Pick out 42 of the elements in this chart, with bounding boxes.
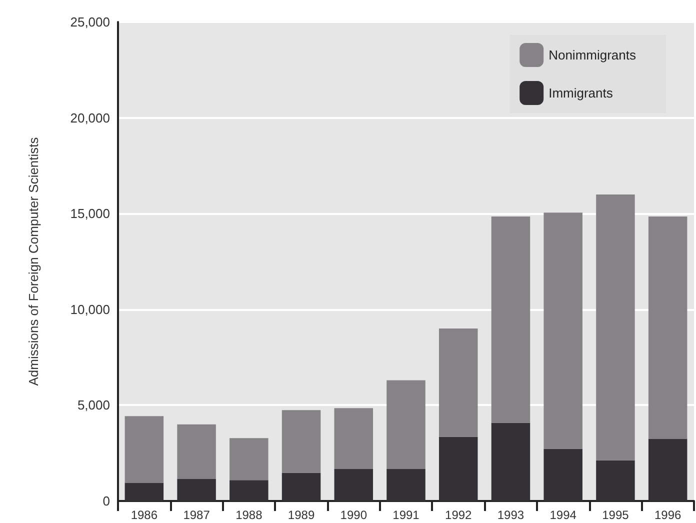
y-tick-label: 20,000 (70, 110, 110, 126)
x-tick-label: 1988 (236, 508, 263, 522)
bar (282, 472, 321, 501)
x-tick-label: 1987 (183, 508, 210, 522)
bar (596, 194, 635, 460)
bar (648, 438, 688, 501)
bar (648, 216, 688, 439)
bar (491, 216, 530, 423)
bar (334, 468, 374, 501)
bar (230, 438, 268, 480)
legend-label: Immigrants (548, 86, 614, 100)
bar (438, 328, 478, 437)
bar (596, 460, 635, 501)
bar (177, 424, 216, 479)
bar (334, 408, 374, 469)
x-tick-label: 1991 (392, 508, 420, 522)
y-tick-label: 25,000 (70, 14, 110, 30)
bar (282, 410, 321, 473)
bar (386, 468, 426, 501)
x-tick-label: 1992 (445, 508, 472, 522)
bar (124, 416, 164, 483)
bar (177, 478, 216, 501)
bar (438, 436, 478, 501)
bar (544, 448, 582, 501)
bar (491, 422, 530, 501)
bar (386, 380, 426, 469)
x-tick-label: 1996 (654, 508, 682, 522)
bar (230, 480, 268, 501)
x-tick-label: 1989 (288, 508, 315, 522)
x-tick-label: 1986 (130, 508, 158, 522)
legend-label: Nonimmigrants (548, 48, 636, 62)
bar (544, 212, 582, 449)
y-tick-label: 15,000 (70, 206, 110, 222)
y-tick-label: 5,000 (77, 398, 110, 413)
y-tick-label: 10,000 (70, 302, 110, 317)
x-tick-label: 1994 (550, 508, 577, 522)
x-tick-label: 1990 (340, 508, 368, 522)
bar (124, 482, 164, 501)
y-axis-title: Admissions of Foreign Computer Scientists (26, 136, 41, 386)
x-tick-label: 1995 (602, 508, 630, 522)
y-tick-label: 0 (102, 494, 110, 508)
x-tick-label: 1993 (497, 508, 524, 522)
